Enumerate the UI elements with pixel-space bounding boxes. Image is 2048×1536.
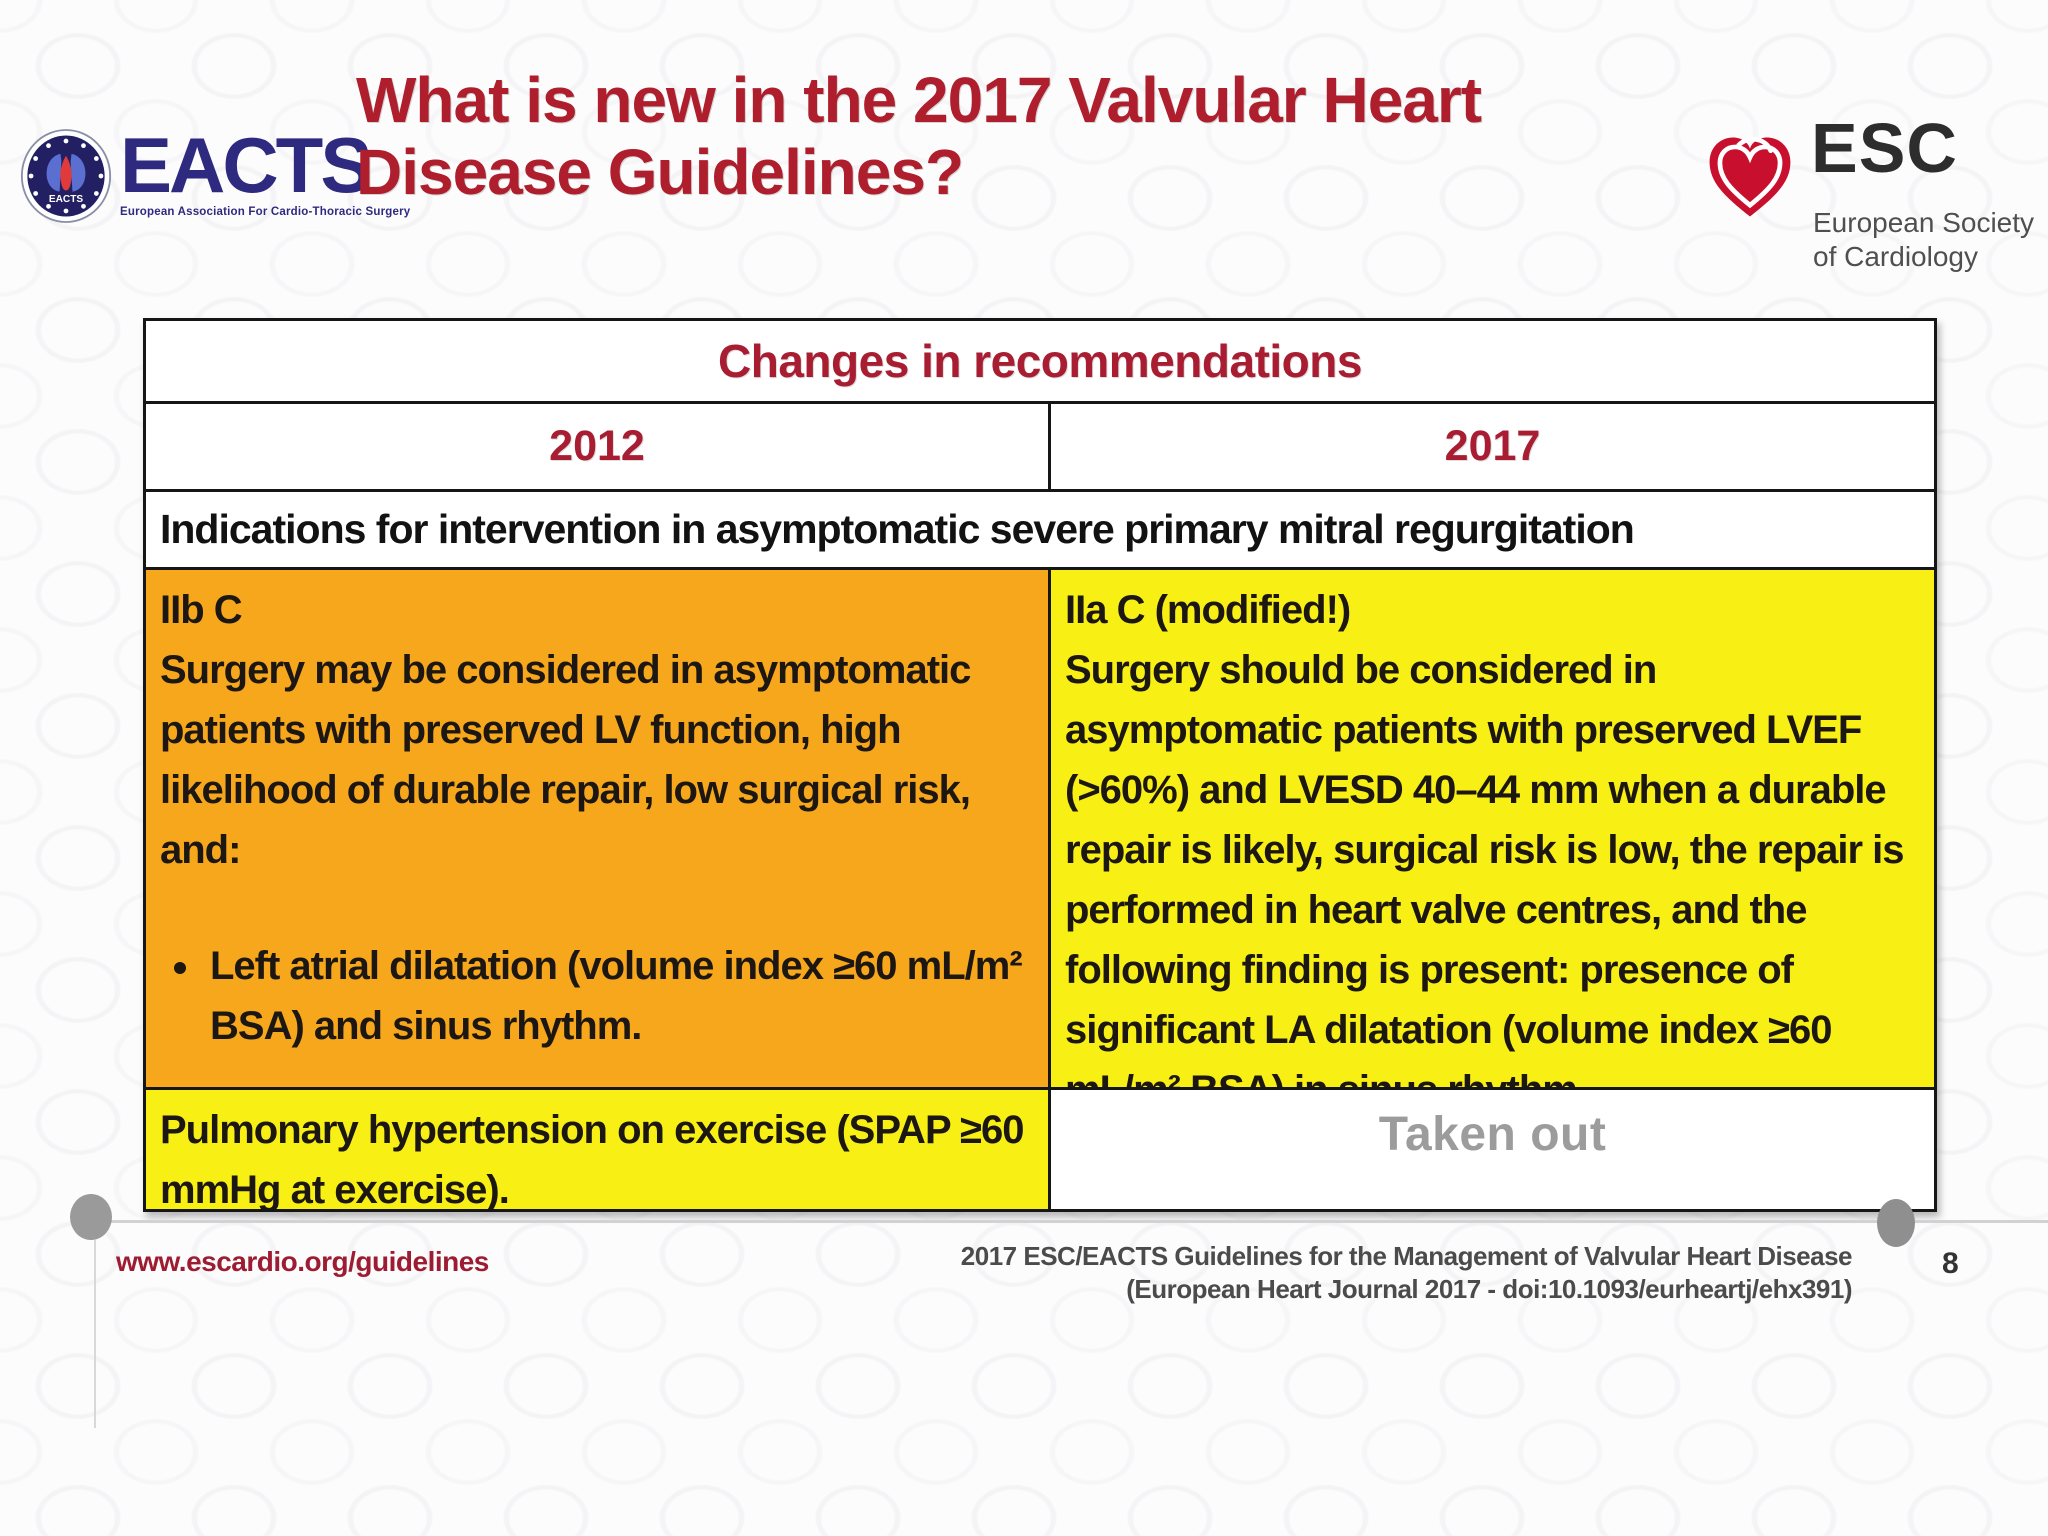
recommendation-body-2012: Surgery may be considered in asymptomati… [160, 648, 971, 872]
recommendation-class-2012: IIb C [160, 588, 243, 632]
footer-divider [92, 1220, 2048, 1223]
page-title: What is new in the 2017 Valvular Heart D… [356, 64, 1686, 208]
footer-citation: 2017 ESC/EACTS Guidelines for the Manage… [960, 1240, 1853, 1306]
bullet-left-atrial-dilatation: Left atrial dilatation (volume index ≥60… [204, 936, 1032, 1056]
cell-2012-recommendation: IIb C Surgery may be considered in asymp… [146, 567, 1051, 1087]
cell-2017-taken-out: Taken out [1051, 1087, 1934, 1209]
eacts-logo: EACTS EACTS European Association For Car… [20, 122, 411, 224]
cell-2017-recommendation: IIa C (modified!) Surgery should be cons… [1051, 567, 1934, 1087]
page-number: 8 [1942, 1247, 1959, 1280]
page-title-line2: Disease Guidelines? [356, 136, 964, 208]
recommendation-body-2017: Surgery should be considered in asymptom… [1065, 648, 1905, 1087]
eacts-acronym: EACTS [120, 121, 372, 209]
esc-acronym: ESC [1811, 109, 1958, 187]
cell-2012-pulmonary-hypertension: Pulmonary hypertension on exercise (SPAP… [146, 1087, 1051, 1209]
column-header-2012: 2012 [146, 401, 1051, 489]
page-title-line1: What is new in the 2017 Valvular Heart [356, 64, 1482, 136]
recommendation-class-2017: IIa C (modified!) [1065, 588, 1351, 632]
guidelines-link[interactable]: www.escardio.org/guidelines [116, 1246, 489, 1277]
footer-right-dot [1877, 1199, 1915, 1247]
eacts-emblem-icon: EACTS [20, 129, 112, 223]
footer-citation-line1: 2017 ESC/EACTS Guidelines for the Manage… [960, 1241, 1853, 1271]
footer-left-dot [70, 1194, 112, 1240]
esc-heart-icon [1709, 136, 1791, 217]
footer-citation-line2: (European Heart Journal 2017 - doi:10.10… [1126, 1274, 1852, 1304]
column-header-2017: 2017 [1051, 401, 1934, 489]
svg-text:EACTS: EACTS [49, 194, 84, 205]
recommendation-bullets-2012: Left atrial dilatation (volume index ≥60… [160, 936, 1032, 1056]
footer-left-tick [94, 1240, 96, 1428]
recommendations-table: Changes in recommendations 2012 2017 Ind… [143, 318, 1937, 1212]
eacts-tagline: European Association For Cardio-Thoracic… [120, 206, 411, 218]
esc-tagline-line1: European Society [1813, 207, 2035, 238]
table-title: Changes in recommendations [718, 335, 1362, 387]
esc-tagline-line2: of Cardiology [1813, 241, 1978, 272]
table-section-heading: Indications for intervention in asymptom… [146, 489, 1934, 567]
